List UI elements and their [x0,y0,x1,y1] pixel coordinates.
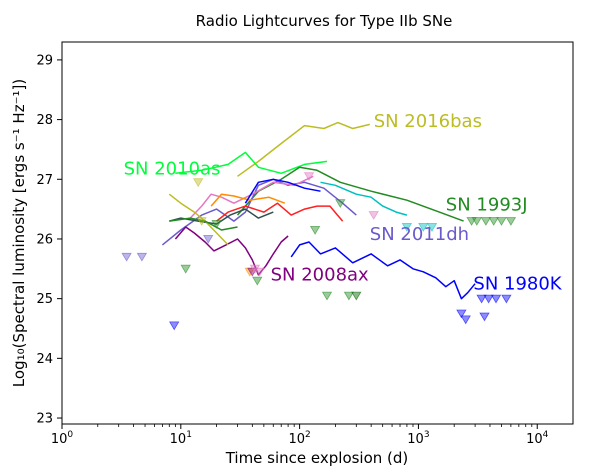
upper-limit-marker [252,276,263,286]
y-tick-label: 24 [36,352,53,367]
upper-limit-marker [501,294,512,304]
series-label-sn-2010as: SN 2010as [124,159,221,180]
series-label-sn-2016bas: SN 2016bas [374,111,482,132]
x-tick-exponent: 4 [543,430,549,440]
series-label-sn-1993j: SN 1993J [446,194,528,215]
x-tick-base: 10 [407,432,424,447]
y-tick-label: 26 [36,232,53,247]
upper-limit-marker [456,309,467,319]
series-line-sn-2010as [175,151,328,175]
upper-limit-marker [368,211,379,220]
upper-limit-marker [192,178,204,188]
plot-frame [61,41,574,425]
upper-limit-marker [202,234,214,244]
upper-limit-marker [483,294,494,304]
upper-limit-marker [496,217,507,226]
upper-limit-marker [426,222,438,232]
x-tick-label: 104 [526,430,549,447]
series-line-sn-2008ax [174,226,289,276]
y-tick-label: 28 [36,113,53,128]
x-tick-exponent: 1 [186,430,192,440]
series-line-13 [169,217,238,231]
x-tick-exponent: 3 [424,430,430,440]
upper-limit-marker [401,222,413,232]
upper-limit-marker [471,217,483,226]
x-tick-base: 10 [288,432,305,447]
x-tick-exponent: 2 [305,430,311,440]
upper-limit-marker [121,252,132,262]
y-tick-label: 27 [36,173,53,188]
y-tick-label: 25 [36,292,53,307]
x-tick-exponent: 0 [67,430,73,440]
upper-limit-marker [136,252,148,262]
series-line-sn-2016bas [237,121,370,177]
upper-limit-marker [351,291,362,301]
upper-limit-marker [309,225,321,235]
x-tick-label: 101 [170,430,192,447]
upper-limit-marker [249,264,261,274]
series-label-sn-2008ax: SN 2008ax [271,265,369,286]
upper-limit-marker [180,264,191,274]
y-tick-label: 29 [36,53,53,68]
x-tick-base: 10 [51,432,68,447]
upper-limit-marker [169,321,180,331]
y-tick-label: 23 [36,412,53,427]
upper-limit-marker [476,294,487,304]
upper-limit-marker [321,291,333,301]
upper-limit-marker [343,291,355,301]
chart-title: Radio Lightcurves for Type IIb SNe [196,12,453,30]
upper-limit-marker [211,219,222,229]
series-line-8 [189,175,314,219]
series-line-6 [320,181,408,216]
series-line-11 [168,193,229,246]
series-line-7 [216,202,344,222]
upper-limit-marker [480,217,492,226]
series-line-sn-1993j [236,166,464,222]
upper-limits-layer [121,172,517,331]
series-line-9 [210,193,286,207]
series-line-sn-1980k [290,241,476,300]
upper-limit-marker [505,217,517,226]
x-tick-base: 10 [170,432,187,447]
upper-limit-marker [418,222,429,232]
upper-limit-marker [460,315,471,325]
upper-limit-marker [479,312,490,322]
x-tick-label: 100 [51,430,74,447]
x-tick-base: 10 [526,432,543,447]
series-line-12 [244,178,321,204]
series-layer [161,121,476,300]
x-tick-label: 102 [288,430,310,447]
x-tick-label: 103 [407,430,429,447]
x-axis: 100 101 102 103 104 [51,424,549,447]
series-label-sn-2011dh: SN 2011dh [370,224,469,245]
y-axis-title: Log₁₀(Spectral luminosity [ergs s⁻¹ Hz⁻¹… [10,79,28,387]
y-axis: 23 24 25 26 27 28 29 [36,53,62,427]
x-axis-title: Time since explosion (d) [225,449,409,467]
upper-limit-marker [335,199,346,208]
upper-limit-marker [488,217,499,226]
upper-limit-marker [490,294,502,304]
upper-limit-marker [196,217,207,226]
upper-limit-marker [303,172,315,182]
upper-limit-marker [254,267,265,277]
series-line-sn-2011dh [161,178,357,246]
series-label-sn-1980k: SN 1980K [473,274,562,295]
